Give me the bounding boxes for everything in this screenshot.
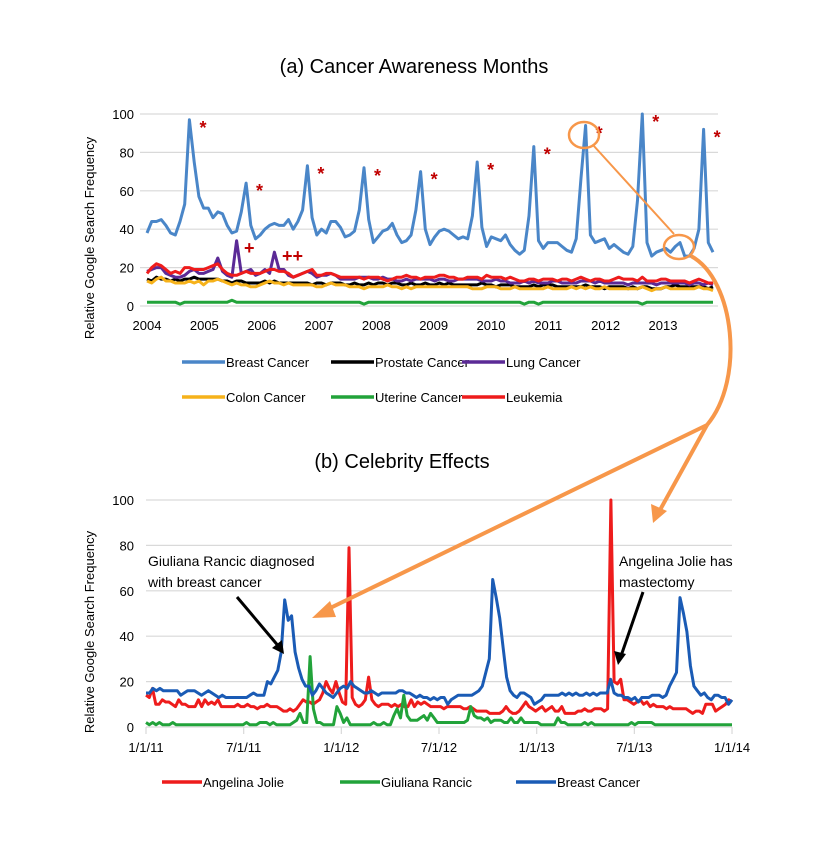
y-tick-label: 0 [127, 720, 134, 735]
asterisk-marker: * [487, 160, 494, 180]
series-line-leukemia [145, 262, 713, 285]
plus-marker: + [244, 238, 255, 258]
x-tick-label: 2010 [477, 318, 506, 333]
x-tick-label: 1/1/14 [714, 740, 750, 755]
asterisk-marker: * [374, 166, 381, 186]
asterisk-marker: * [431, 170, 438, 190]
series-line-giuliana-rancic [145, 655, 732, 727]
asterisk-marker: * [544, 145, 551, 165]
x-tick-label: 2007 [305, 318, 334, 333]
x-tick-label: 7/1/11 [226, 740, 261, 755]
x-tick-label: 7/1/12 [421, 740, 457, 755]
chart-b-legend: Angelina Jolie Giuliana Rancic Breast Canc… [162, 775, 641, 790]
chart-b-gridlines [146, 499, 732, 728]
y-tick-label: 40 [120, 222, 134, 237]
x-tick-label: 2006 [247, 318, 276, 333]
asterisk-marker: * [317, 164, 324, 184]
callout-arrow-to-jolie [658, 424, 709, 511]
x-tick-label: 1/1/11 [128, 740, 163, 755]
y-tick-label: 100 [112, 493, 134, 508]
chart-b-series [145, 498, 734, 727]
callout-ellipse-baseline [662, 233, 696, 261]
series-line-breast-cancer [146, 578, 734, 706]
legend-item-giuliana-rancic: Giuliana Rancic [340, 775, 473, 790]
y-tick-label: 80 [120, 538, 134, 553]
legend-label: Colon Cancer [226, 390, 306, 405]
y-tick-label: 100 [112, 107, 134, 122]
x-tick-label: 7/1/13 [616, 740, 652, 755]
chart-b-x-ticks: 1/1/11 7/1/11 1/1/12 7/1/12 1/1/13 7/1/13 1/1/… [128, 727, 750, 755]
legend-label: Prostate Cancer [375, 355, 470, 370]
x-tick-label: 2005 [190, 318, 219, 333]
legend-item-lung-cancer: Lung Cancer [462, 355, 581, 370]
series-line-uterine-cancer [147, 298, 713, 306]
arrow-jolie [614, 591, 645, 665]
x-tick-label: 2008 [362, 318, 391, 333]
chart-a-series [145, 112, 715, 306]
legend-label: Lung Cancer [506, 355, 581, 370]
y-tick-label: 40 [120, 629, 134, 644]
legend-item-leukemia: Leukemia [462, 390, 563, 405]
legend-label: Leukemia [506, 390, 563, 405]
x-tick-label: 1/1/13 [519, 740, 555, 755]
chart-a-cancer-awareness: (a) Cancer Awareness Months 0 20 40 60 80 100… [82, 56, 721, 405]
chart-b-y-axis-label: Relative Google Search Frequency [82, 530, 97, 733]
chart-a-title: (a) Cancer Awareness Months [280, 56, 549, 78]
x-tick-label: 2009 [419, 318, 448, 333]
asterisk-marker: * [256, 181, 263, 201]
arrow-rancic [235, 596, 284, 654]
chart-b-y-ticks: 0 20 40 60 80 100 [112, 493, 134, 735]
legend-item-breast-cancer: Breast Cancer [516, 775, 641, 790]
y-tick-label: 80 [120, 145, 134, 160]
y-tick-label: 60 [120, 184, 134, 199]
chart-a-y-axis-label: Relative Google Search Frequency [82, 136, 97, 339]
asterisk-marker: * [652, 112, 659, 132]
legend-item-breast-cancer: Breast Cancer [182, 355, 310, 370]
x-tick-label: 2004 [133, 318, 162, 333]
y-tick-label: 60 [120, 584, 134, 599]
x-tick-label: 1/1/12 [323, 740, 359, 755]
chart-a-legend: Breast Cancer Prostate Cancer Lung Cancer C… [182, 355, 581, 405]
series-line-breast-cancer [145, 112, 715, 258]
chart-b-title: (b) Celebrity Effects [314, 451, 489, 473]
callout-curve [689, 254, 733, 427]
legend-item-colon-cancer: Colon Cancer [182, 390, 306, 405]
x-tick-label: 2012 [591, 318, 620, 333]
callout-ellipse-peak [567, 120, 601, 150]
series-line-colon-cancer [146, 275, 714, 293]
x-tick-label: 2013 [649, 318, 678, 333]
legend-label: Breast Cancer [226, 355, 310, 370]
annotation-jolie-line1: Angelina Jolie has [619, 553, 733, 569]
orange-callouts [312, 120, 733, 618]
x-tick-label: 2011 [534, 318, 562, 333]
legend-label: Giuliana Rancic [381, 775, 473, 790]
y-tick-label: 0 [127, 299, 134, 314]
legend-label: Uterine Cancer [375, 390, 463, 405]
legend-item-uterine-cancer: Uterine Cancer [331, 390, 463, 405]
callout-arrowhead-jolie [651, 504, 667, 523]
chart-a-x-ticks: 2004 2005 2006 2007 2008 2009 2010 2011 2012 2013 [133, 318, 678, 333]
annotation-jolie-line2: mastectomy [619, 574, 694, 590]
callout-arrow-to-rancic [321, 423, 708, 614]
callout-connector-line [592, 144, 675, 235]
legend-label: Breast Cancer [557, 775, 641, 790]
y-tick-label: 20 [120, 261, 134, 276]
legend-item-prostate-cancer: Prostate Cancer [331, 355, 470, 370]
legend-label: Angelina Jolie [203, 775, 284, 790]
legend-item-angelina-jolie: Angelina Jolie [162, 775, 284, 790]
asterisk-marker: * [714, 127, 721, 147]
series-line-prostate-cancer [146, 275, 714, 291]
double-plus-marker: ++ [282, 246, 303, 266]
chart-b-celebrity-effects: (b) Celebrity Effects 0 20 40 60 80 100 1/1/1… [82, 451, 750, 790]
chart-a-y-ticks: 0 20 40 60 80 100 [112, 107, 134, 314]
series-line-angelina-jolie [145, 498, 733, 715]
y-tick-label: 20 [120, 675, 134, 690]
callout-arrowhead-rancic [312, 601, 336, 618]
chart-b-annotations: Giuliana Rancic diagnosed with breast ca… [147, 553, 733, 665]
asterisk-marker: * [199, 118, 206, 138]
annotation-rancic-line1: Giuliana Rancic diagnosed [148, 553, 315, 569]
annotation-rancic-line2: with breast cancer [147, 574, 262, 590]
